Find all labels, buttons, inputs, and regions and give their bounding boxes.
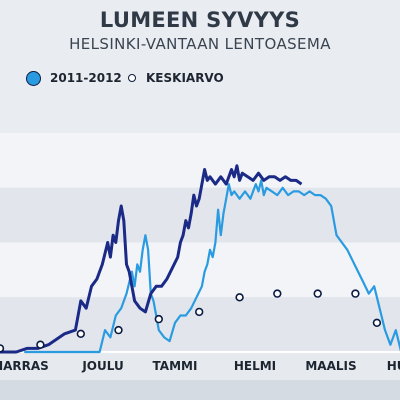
- average-point: [372, 318, 382, 327]
- average-point: [351, 289, 360, 298]
- grid-band: [0, 133, 400, 188]
- series-line-dark: [0, 164, 303, 354]
- legend-label-series: 2011-2012: [50, 71, 122, 85]
- x-tick-label: JOULU: [81, 359, 123, 373]
- average-point: [195, 307, 204, 317]
- series-line-light: [24, 179, 400, 354]
- average-point: [235, 293, 244, 302]
- x-axis-tick-labels: MARRAS JOULU TAMMI HELMI MAALIS HUHTI: [0, 359, 400, 373]
- legend-marker-ring-icon: [128, 74, 136, 82]
- average-point: [154, 314, 164, 324]
- plot-area: [0, 164, 400, 354]
- average-point: [114, 325, 123, 335]
- x-tick-label: HELMI: [234, 359, 276, 373]
- average-point: [36, 340, 45, 349]
- legend-item-average: KESKIARVO: [128, 68, 224, 88]
- average-point: [273, 289, 282, 298]
- chart-subtitle: HELSINKI-VANTAAN LENTOASEMA: [69, 35, 331, 53]
- average-point: [0, 344, 5, 353]
- header-band: [0, 0, 400, 133]
- x-tick-label: MAALIS: [305, 359, 356, 373]
- x-tick-label: HUHTI: [387, 359, 400, 373]
- chart-title: LUMEEN SYVYYS: [99, 8, 301, 32]
- x-tick-label: TAMMI: [153, 359, 198, 373]
- legend-marker-blue-icon: [26, 70, 41, 86]
- legend-item-series: 2011-2012: [26, 68, 122, 88]
- footer-band: [0, 380, 400, 400]
- legend-label-average: KESKIARVO: [146, 71, 224, 85]
- average-point: [313, 289, 322, 298]
- average-point: [76, 329, 86, 338]
- grid-band: [0, 297, 400, 352]
- x-tick-label: MARRAS: [0, 359, 49, 373]
